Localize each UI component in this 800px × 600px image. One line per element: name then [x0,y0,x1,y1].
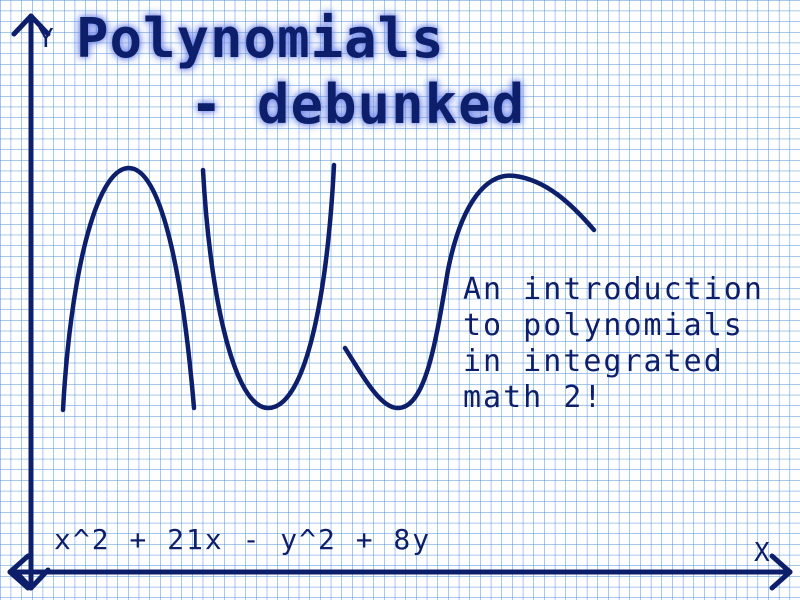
y-axis-label: Y [38,24,54,54]
subtitle-line: to polynomials [463,308,744,343]
subtitle: An introduction to polynomials in integr… [463,272,793,416]
wave-curve [342,173,597,411]
valley-curve [200,162,337,411]
subtitle-line: in integrated [463,344,724,379]
title-line-2: - debunked [190,73,526,136]
hill-curve [60,165,197,413]
subtitle-line: An introduction [463,272,764,307]
y-axis-arrow [11,13,51,591]
title-line-1: Polynomials [76,7,445,70]
x-axis-arrow [7,553,793,591]
equation: x^2 + 21x - y^2 + 8y [54,523,432,556]
subtitle-line: math 2! [463,380,604,415]
x-axis-label: X [754,538,770,568]
